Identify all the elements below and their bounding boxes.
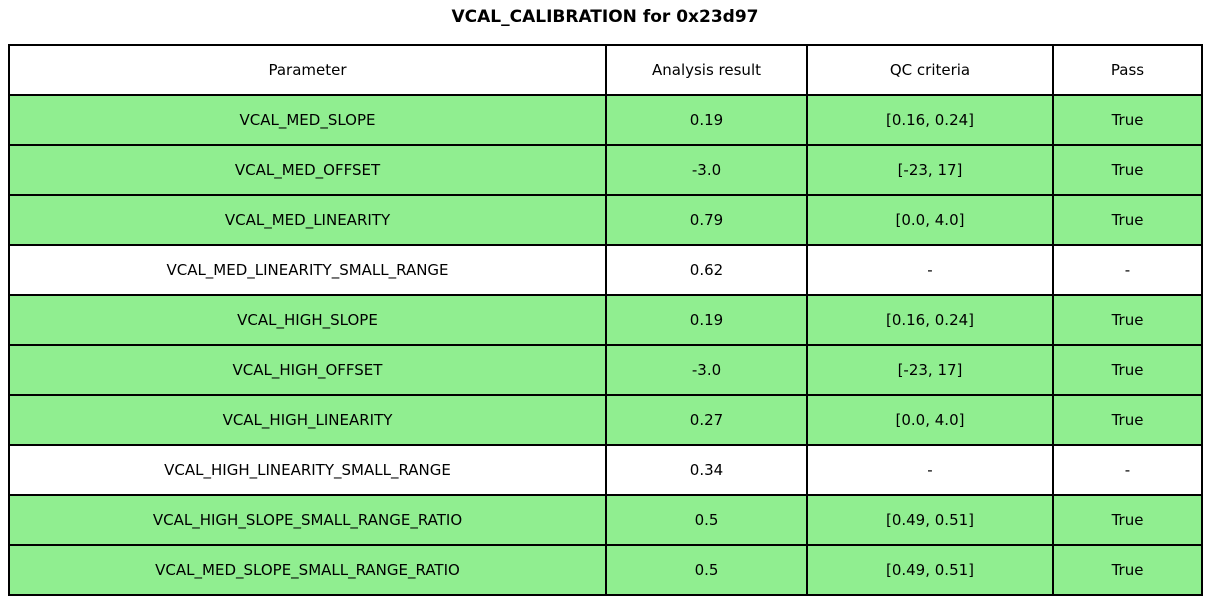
cell-parameter: VCAL_MED_SLOPE_SMALL_RANGE_RATIO (8, 544, 607, 596)
cell-analysis-result: 0.62 (605, 244, 808, 296)
cell-parameter: VCAL_MED_LINEARITY_SMALL_RANGE (8, 244, 607, 296)
cell-parameter: VCAL_MED_SLOPE (8, 94, 607, 146)
cell-parameter: VCAL_HIGH_SLOPE_SMALL_RANGE_RATIO (8, 494, 607, 546)
col-header-parameter: Parameter (8, 44, 607, 96)
cell-parameter: VCAL_HIGH_LINEARITY (8, 394, 607, 446)
cell-parameter: VCAL_MED_OFFSET (8, 144, 607, 196)
col-header-qc-criteria: QC criteria (806, 44, 1054, 96)
cell-qc-criteria: [-23, 17] (806, 144, 1054, 196)
cell-qc-criteria: [0.16, 0.24] (806, 94, 1054, 146)
table-row: VCAL_HIGH_SLOPE_SMALL_RANGE_RATIO 0.5 [0.4… (8, 494, 1203, 546)
table-row: VCAL_MED_OFFSET -3.0 [-23, 17] True (8, 144, 1203, 196)
cell-parameter: VCAL_HIGH_OFFSET (8, 344, 607, 396)
cell-pass: True (1052, 494, 1203, 546)
figure-title: VCAL_CALIBRATION for 0x23d97 (451, 7, 759, 27)
qc-results-table: Parameter Analysis result QC criteria Pa… (8, 44, 1203, 596)
col-header-analysis-result: Analysis result (605, 44, 808, 96)
cell-pass: True (1052, 194, 1203, 246)
table-row: VCAL_HIGH_OFFSET -3.0 [-23, 17] True (8, 344, 1203, 396)
cell-qc-criteria: [0.0, 4.0] (806, 194, 1054, 246)
cell-analysis-result: 0.34 (605, 444, 808, 496)
cell-pass: True (1052, 544, 1203, 596)
cell-pass: - (1052, 444, 1203, 496)
table-row: VCAL_MED_LINEARITY_SMALL_RANGE 0.62- - (8, 244, 1203, 296)
cell-qc-criteria: [0.49, 0.51] (806, 494, 1054, 546)
cell-analysis-result: 0.5 (605, 494, 808, 546)
table-row: VCAL_MED_SLOPE_SMALL_RANGE_RATIO 0.5 [0.49… (8, 544, 1203, 596)
cell-qc-criteria: [0.16, 0.24] (806, 294, 1054, 346)
cell-pass: True (1052, 144, 1203, 196)
table-row: VCAL_HIGH_LINEARITY 0.27 [0.0, 4.0] True (8, 394, 1203, 446)
cell-qc-criteria: [0.49, 0.51] (806, 544, 1054, 596)
cell-analysis-result: -3.0 (605, 144, 808, 196)
cell-qc-criteria: - (806, 444, 1054, 496)
cell-analysis-result: 0.79 (605, 194, 808, 246)
cell-qc-criteria: [-23, 17] (806, 344, 1054, 396)
cell-qc-criteria: [0.0, 4.0] (806, 394, 1054, 446)
cell-qc-criteria: - (806, 244, 1054, 296)
table-row: VCAL_MED_SLOPE 0.19 [0.16, 0.24] True (8, 94, 1203, 146)
cell-pass: True (1052, 294, 1203, 346)
cell-pass: True (1052, 344, 1203, 396)
header-row: Parameter Analysis result QC criteria Pa… (8, 44, 1203, 96)
cell-parameter: VCAL_MED_LINEARITY (8, 194, 607, 246)
cell-analysis-result: 0.19 (605, 94, 808, 146)
cell-parameter: VCAL_HIGH_LINEARITY_SMALL_RANGE (8, 444, 607, 496)
cell-analysis-result: 0.5 (605, 544, 808, 596)
cell-pass: - (1052, 244, 1203, 296)
cell-analysis-result: 0.19 (605, 294, 808, 346)
table-row: VCAL_HIGH_SLOPE 0.19 [0.16, 0.24] True (8, 294, 1203, 346)
table-row: VCAL_HIGH_LINEARITY_SMALL_RANGE 0.34- - (8, 444, 1203, 496)
cell-parameter: VCAL_HIGH_SLOPE (8, 294, 607, 346)
table-row: VCAL_MED_LINEARITY 0.79 [0.0, 4.0] True (8, 194, 1203, 246)
col-header-pass: Pass (1052, 44, 1203, 96)
cell-pass: True (1052, 94, 1203, 146)
cell-pass: True (1052, 394, 1203, 446)
cell-analysis-result: -3.0 (605, 344, 808, 396)
cell-analysis-result: 0.27 (605, 394, 808, 446)
